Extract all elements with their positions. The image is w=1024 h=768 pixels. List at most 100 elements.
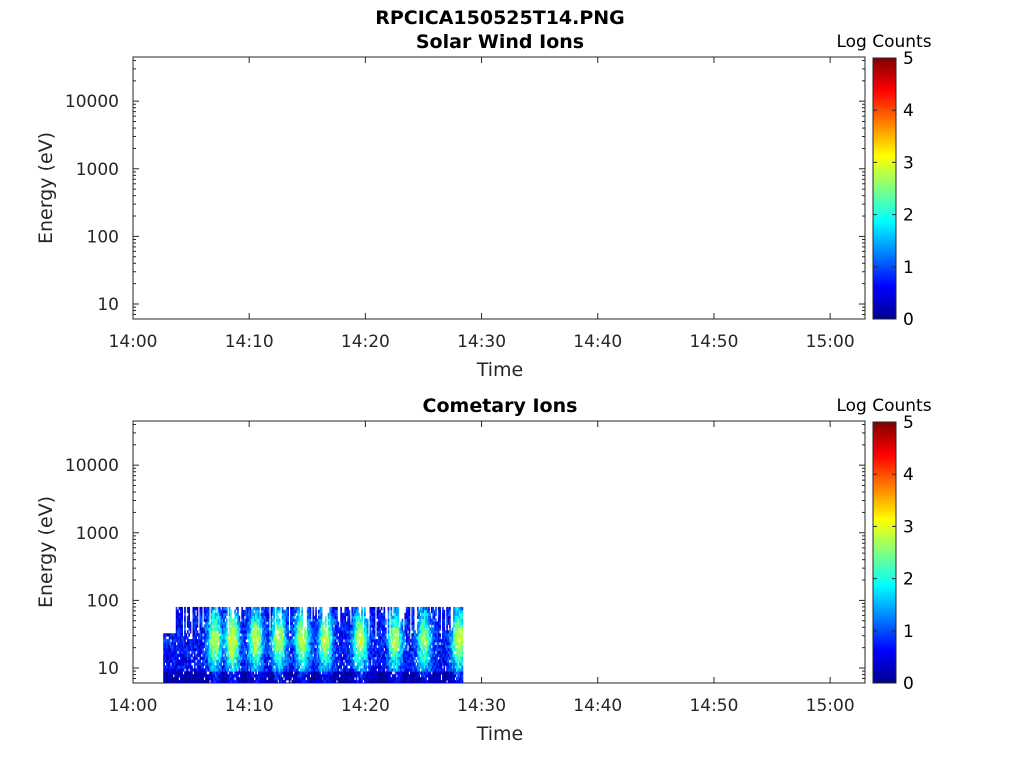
spectrogram-cell: [405, 650, 408, 655]
spectrogram-cell: [377, 662, 380, 666]
spectrogram-cell: [333, 674, 335, 678]
spectrogram-cell: [267, 633, 270, 637]
spectrogram-cell: [242, 633, 245, 637]
spectrogram-cell: [291, 630, 294, 634]
spectrogram-cell: [223, 630, 225, 634]
spectrogram-cell: [179, 609, 182, 614]
spectrogram-cell: [340, 668, 342, 672]
spectrogram-cell: [423, 630, 426, 634]
spectrogram-cell: [297, 656, 299, 660]
spectrogram-cell: [442, 671, 444, 675]
spectrogram-cell: [198, 665, 200, 669]
spectrogram-cell: [278, 636, 281, 640]
spectrogram-cell: [232, 662, 235, 666]
spectrogram-cell: [449, 671, 451, 675]
spectrogram-cell: [383, 662, 386, 666]
spectrogram-cell: [256, 630, 259, 634]
spectrogram-cell: [412, 653, 415, 657]
spectrogram-cell: [284, 621, 287, 625]
spectrogram-cell: [418, 636, 421, 640]
spectrogram-cell: [281, 659, 284, 663]
spectrogram-cell: [256, 668, 259, 672]
spectrogram-cell: [432, 680, 434, 683]
spectrogram-cell: [457, 680, 460, 683]
spectrogram-cell: [298, 606, 301, 611]
spectrogram-cell: [231, 624, 234, 628]
spectrogram-cell: [419, 644, 422, 649]
spectrogram-cell: [230, 647, 232, 652]
spectrogram-cell: [274, 674, 277, 678]
spectrogram-cell: [284, 644, 287, 649]
spectrogram-cell: [444, 650, 447, 655]
spectrogram-cell: [331, 656, 334, 660]
spectrogram-cell: [317, 674, 320, 678]
spectrogram-cell: [329, 636, 331, 640]
spectrogram-cell: [178, 642, 181, 646]
spectrogram-cell: [454, 674, 457, 678]
spectrogram-cell: [172, 659, 175, 663]
spectrogram-cell: [355, 633, 358, 637]
spectrogram-cell: [357, 650, 359, 655]
spectrogram-cell: [386, 677, 388, 681]
spectrogram-cell: [461, 665, 464, 669]
spectrogram-cell: [167, 665, 170, 669]
spectrogram-cell: [249, 624, 252, 628]
spectrogram-cell: [419, 609, 422, 614]
spectrogram-cell: [344, 680, 347, 683]
spectrogram-cell: [271, 665, 274, 669]
spectrogram-cell: [228, 644, 231, 649]
spectrogram-cell: [393, 618, 395, 622]
spectrogram-cell: [456, 633, 458, 637]
spectrogram-cell: [207, 624, 210, 628]
spectrogram-cell: [212, 627, 214, 631]
spectrogram-cell: [277, 650, 280, 655]
spectrogram-cell: [403, 653, 405, 657]
spectrogram-cell: [377, 659, 380, 663]
spectrogram-cell: [341, 612, 344, 617]
spectrogram-cell: [237, 612, 239, 617]
spectrogram-cell: [239, 621, 242, 625]
spectrogram-cell: [429, 656, 432, 660]
spectrogram-cell: [312, 636, 315, 640]
spectrogram-cell: [276, 653, 278, 657]
spectrogram-cell: [249, 647, 252, 652]
spectrogram-cell: [220, 621, 223, 625]
spectrogram-cell: [179, 636, 182, 640]
spectrogram-cell: [241, 642, 243, 646]
spectrogram-cell: [241, 612, 243, 617]
spectrogram-cell: [235, 662, 238, 666]
spectrogram-cell: [218, 671, 221, 675]
spectrogram-cell: [167, 633, 170, 637]
spectrogram-cell: [414, 647, 416, 652]
spectrogram-cell: [203, 633, 206, 637]
spectrogram-cell: [182, 653, 185, 657]
spectrogram-cell: [281, 677, 284, 681]
spectrogram-cell: [213, 642, 216, 646]
spectrogram-cell: [351, 624, 354, 628]
spectrogram-cell: [316, 662, 319, 666]
spectrogram-cell: [290, 665, 292, 669]
spectrogram-cell: [372, 674, 375, 678]
spectrogram-cell: [193, 639, 196, 643]
spectrogram-cell: [193, 636, 196, 640]
spectrogram-cell: [273, 612, 276, 617]
spectrogram-cell: [439, 653, 441, 657]
spectrogram-cell: [351, 665, 354, 669]
spectrogram-cell: [213, 636, 216, 640]
spectrogram-cell: [253, 665, 256, 669]
spectrogram-cell: [393, 653, 395, 657]
spectrogram-cell: [454, 636, 457, 640]
spectrogram-cell: [317, 671, 320, 675]
spectrogram-cell: [354, 630, 356, 634]
spectrogram-cell: [178, 627, 181, 631]
spectrogram-cell: [263, 612, 266, 617]
spectrogram-cell: [263, 665, 266, 669]
spectrogram-cell: [363, 653, 366, 657]
spectrogram-cell: [172, 677, 175, 681]
spectrogram-cell: [446, 662, 448, 666]
spectrogram-cell: [309, 618, 312, 622]
spectrogram-cell: [285, 671, 288, 675]
spectrogram-cell: [361, 639, 363, 643]
spectrogram-cell: [366, 653, 369, 657]
spectrogram-cell: [380, 665, 383, 669]
